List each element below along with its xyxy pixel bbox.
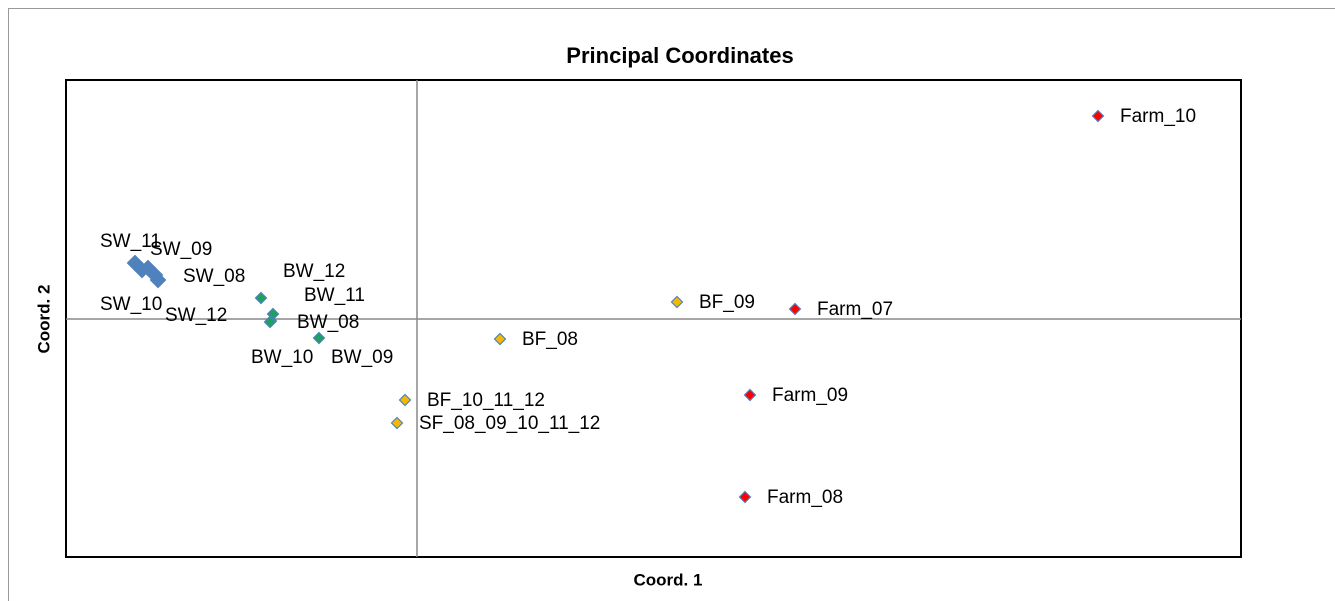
marker [133, 261, 151, 279]
marker [738, 490, 752, 504]
point-label: SW_08 [183, 266, 245, 287]
point-label: Farm_08 [767, 487, 843, 508]
marker [1091, 109, 1105, 123]
marker [493, 332, 507, 346]
point-label: SW_09 [150, 239, 212, 260]
marker [390, 416, 404, 430]
point-label: BF_08 [522, 329, 578, 350]
chart-title: Principal Coordinates [566, 43, 793, 68]
chart-frame [8, 8, 1335, 601]
point-label: BW_12 [283, 261, 345, 282]
marker [263, 315, 277, 329]
point-label: SW_12 [165, 305, 227, 326]
marker [743, 388, 757, 402]
point-label: Farm_09 [772, 385, 848, 406]
point-label: Farm_10 [1120, 106, 1196, 127]
point-label: Farm_07 [817, 299, 893, 320]
marker [149, 271, 167, 289]
point-label: BF_10_11_12 [427, 390, 545, 411]
point-label: BW_08 [297, 312, 359, 333]
marker [788, 302, 802, 316]
point-label: SW_11 [100, 231, 161, 252]
marker [398, 393, 412, 407]
point-label: BW_10 [251, 347, 313, 368]
point-label: SF_08_09_10_11_12 [419, 413, 600, 434]
marker [312, 331, 326, 345]
marker [670, 295, 684, 309]
x-axis-title: Coord. 1 [634, 570, 703, 589]
point-label: BF_09 [699, 292, 755, 313]
y-axis-title: Coord. 2 [34, 285, 53, 354]
point-label: BW_11 [304, 285, 365, 306]
marker [254, 291, 268, 305]
point-label: SW_10 [100, 294, 162, 315]
point-label: BW_09 [331, 347, 393, 368]
